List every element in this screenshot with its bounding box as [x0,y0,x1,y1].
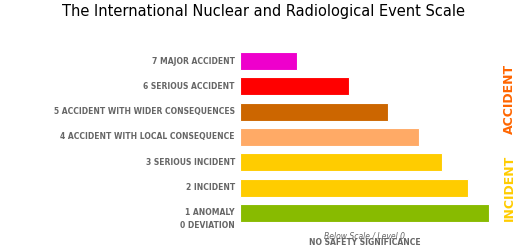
Bar [240,204,489,222]
Text: 5 ACCIDENT WITH WIDER CONSEQUENCES: 5 ACCIDENT WITH WIDER CONSEQUENCES [54,107,235,116]
Text: ACCIDENT: ACCIDENT [503,64,516,134]
Bar [240,103,388,121]
Text: 6 SERIOUS ACCIDENT: 6 SERIOUS ACCIDENT [143,82,235,91]
Text: 7 MAJOR ACCIDENT: 7 MAJOR ACCIDENT [152,56,235,66]
Bar [240,77,349,96]
Text: 0 DEVIATION: 0 DEVIATION [180,221,235,230]
Text: 4 ACCIDENT WITH LOCAL CONSEQUENCE: 4 ACCIDENT WITH LOCAL CONSEQUENCE [61,133,235,142]
Title: The International Nuclear and Radiological Event Scale: The International Nuclear and Radiologic… [62,4,465,19]
Text: 3 SERIOUS INCIDENT: 3 SERIOUS INCIDENT [145,158,235,167]
Bar [240,153,443,171]
Text: 2 INCIDENT: 2 INCIDENT [186,183,235,192]
Text: NO SAFETY SIGNIFICANCE: NO SAFETY SIGNIFICANCE [309,238,421,247]
Text: Below Scale / Level 0: Below Scale / Level 0 [324,231,405,240]
Bar [240,128,419,146]
Text: INCIDENT: INCIDENT [503,154,516,221]
Bar [240,178,469,197]
Bar [240,52,297,70]
Text: 1 ANOMALY: 1 ANOMALY [186,208,235,217]
